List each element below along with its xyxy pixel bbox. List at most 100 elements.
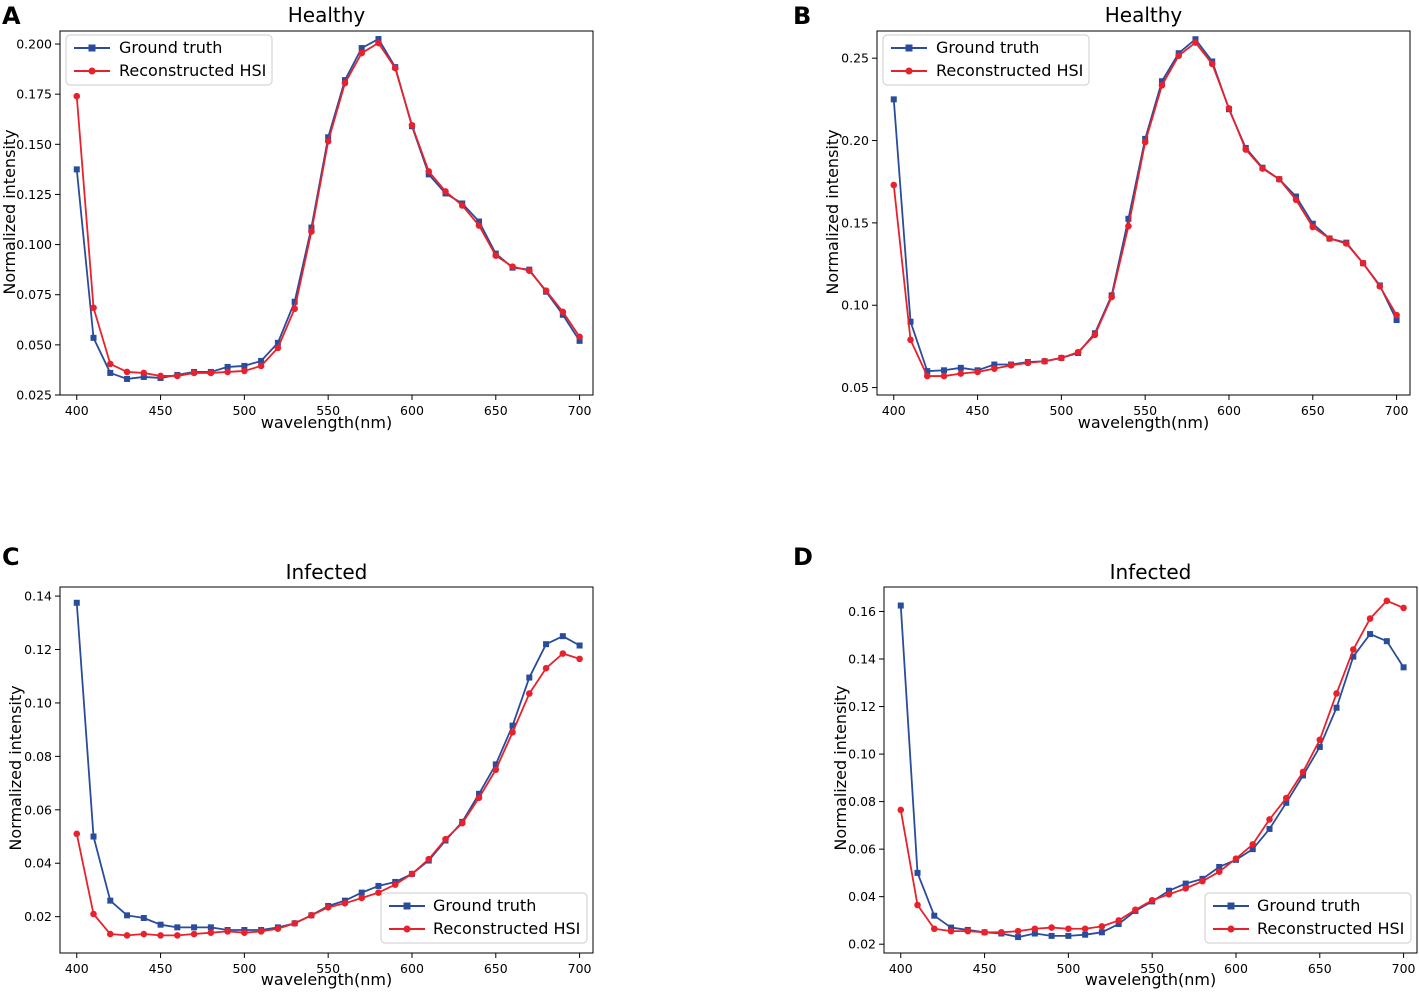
x-tick-label: 400	[65, 961, 89, 976]
point-ground-truth	[124, 375, 131, 382]
series-line-ground-truth	[75, 38, 581, 380]
series-reconstructed-hsi	[73, 39, 583, 380]
point-reconstructed-hsi	[1333, 690, 1340, 697]
y-tick-label: 0.12	[848, 699, 876, 714]
x-tick-label: 550	[316, 403, 340, 418]
point-ground-truth	[1082, 931, 1089, 938]
y-tick-label: 0.150	[16, 137, 52, 152]
point-ground-truth	[492, 761, 499, 768]
point-ground-truth	[224, 363, 231, 370]
panel-letter-c: C	[2, 543, 20, 571]
point-ground-truth	[526, 674, 533, 681]
x-tick-label: 700	[568, 403, 592, 418]
series-reconstructed-hsi	[73, 650, 583, 939]
point-reconstructed-hsi	[981, 929, 988, 936]
legend: Ground truth Reconstructed HSI	[882, 34, 1090, 86]
point-ground-truth	[124, 912, 131, 919]
x-axis-label: wavelength(nm)	[261, 413, 392, 432]
y-axis-label: Normalized intensity	[0, 129, 19, 294]
chart-title: Infected	[1110, 560, 1192, 584]
point-reconstructed-hsi	[526, 267, 533, 274]
plot-frame	[883, 586, 1418, 954]
point-reconstructed-hsi	[907, 336, 914, 344]
point-reconstructed-hsi	[576, 655, 583, 663]
series-reconstructed-hsi	[897, 597, 1407, 936]
point-reconstructed-hsi	[1343, 240, 1350, 247]
point-ground-truth	[140, 915, 147, 922]
point-reconstructed-hsi	[442, 835, 449, 843]
point-ground-truth	[907, 318, 914, 325]
point-reconstructed-hsi	[559, 308, 567, 316]
x-tick-label: 400	[882, 403, 906, 418]
point-reconstructed-hsi	[930, 925, 938, 933]
x-tick-label: 500	[232, 403, 256, 418]
point-reconstructed-hsi	[308, 228, 315, 235]
point-reconstructed-hsi	[241, 929, 248, 936]
point-reconstructed-hsi	[324, 138, 332, 145]
point-ground-truth	[543, 641, 550, 648]
point-ground-truth	[157, 921, 164, 928]
series-reconstructed-hsi	[890, 39, 1400, 380]
y-tick-label: 0.125	[16, 187, 52, 202]
axis-ticks: 400 450 500 550 600 650 700 0.02 0.04 0.06 0.08 0.1…	[848, 604, 1415, 976]
series-ground-truth	[897, 602, 1407, 941]
point-reconstructed-hsi	[1074, 348, 1082, 356]
point-reconstructed-hsi	[1359, 259, 1367, 267]
axis-ticks: 400 450 500 550 600 650 700 0.05 0.10 0.15 0.20 0.2…	[841, 51, 1408, 418]
axis-ticks: 400 450 500 550 600 650 700 0.025 0.050 0.075 0.10…	[16, 37, 591, 418]
legend: Ground truth Reconstructed HSI	[65, 34, 273, 86]
panel-c: C Infected wavelength(nm) Normalized int…	[2, 543, 594, 989]
point-ground-truth	[140, 373, 147, 380]
y-tick-label: 0.14	[24, 589, 52, 604]
y-tick-label: 0.050	[16, 337, 52, 352]
point-ground-truth	[107, 369, 114, 376]
point-reconstructed-hsi	[408, 870, 416, 878]
point-ground-truth	[274, 339, 281, 346]
point-reconstructed-hsi	[358, 894, 365, 902]
legend-label-reconstructed-hsi: Reconstructed HSI	[433, 919, 580, 938]
x-tick-label: 400	[889, 961, 913, 976]
point-reconstructed-hsi	[1309, 223, 1317, 231]
series-line-reconstructed-hsi	[892, 41, 1398, 377]
y-tick-label: 0.16	[848, 604, 876, 619]
data-series	[890, 36, 1400, 380]
point-reconstructed-hsi	[90, 304, 97, 312]
y-tick-label: 0.14	[848, 652, 876, 667]
point-ground-truth	[107, 897, 114, 904]
y-tick-label: 0.10	[848, 747, 876, 762]
panel-b: B Healthy wavelength(nm) Normalized inte…	[793, 2, 1411, 432]
point-ground-truth	[73, 599, 80, 606]
plot-frame	[876, 30, 1411, 396]
point-reconstructed-hsi	[106, 360, 114, 368]
legend-marker-reconstructed-hsi	[1227, 925, 1235, 933]
data-series	[897, 597, 1407, 941]
y-tick-label: 0.100	[16, 237, 52, 252]
point-reconstructed-hsi	[1259, 165, 1266, 172]
panel-a: A Healthy wavelength(nm) Normalized inte…	[0, 2, 594, 432]
y-tick-label: 0.06	[848, 842, 876, 857]
x-tick-label: 550	[1133, 403, 1157, 418]
point-ground-truth	[258, 357, 265, 364]
point-reconstructed-hsi	[442, 188, 449, 195]
point-reconstructed-hsi	[542, 287, 550, 295]
point-ground-truth	[90, 334, 97, 341]
point-reconstructed-hsi	[1148, 896, 1156, 904]
point-ground-truth	[576, 337, 583, 344]
y-axis-label: Normalized intensity	[6, 685, 25, 850]
x-tick-label: 400	[65, 403, 89, 418]
point-ground-truth	[375, 36, 382, 43]
y-tick-label: 0.08	[848, 794, 876, 809]
x-tick-label: 550	[316, 961, 340, 976]
point-reconstructed-hsi	[1031, 925, 1039, 933]
x-tick-label: 600	[400, 961, 424, 976]
x-tick-label: 600	[1224, 961, 1248, 976]
series-line-ground-truth	[899, 605, 1405, 938]
series-line-ground-truth	[892, 38, 1398, 373]
chart-title: Infected	[286, 560, 368, 584]
point-ground-truth	[991, 361, 998, 368]
legend-box	[1204, 892, 1412, 944]
point-reconstructed-hsi	[1165, 890, 1173, 898]
point-ground-truth	[1393, 317, 1400, 324]
point-reconstructed-hsi	[174, 372, 181, 380]
